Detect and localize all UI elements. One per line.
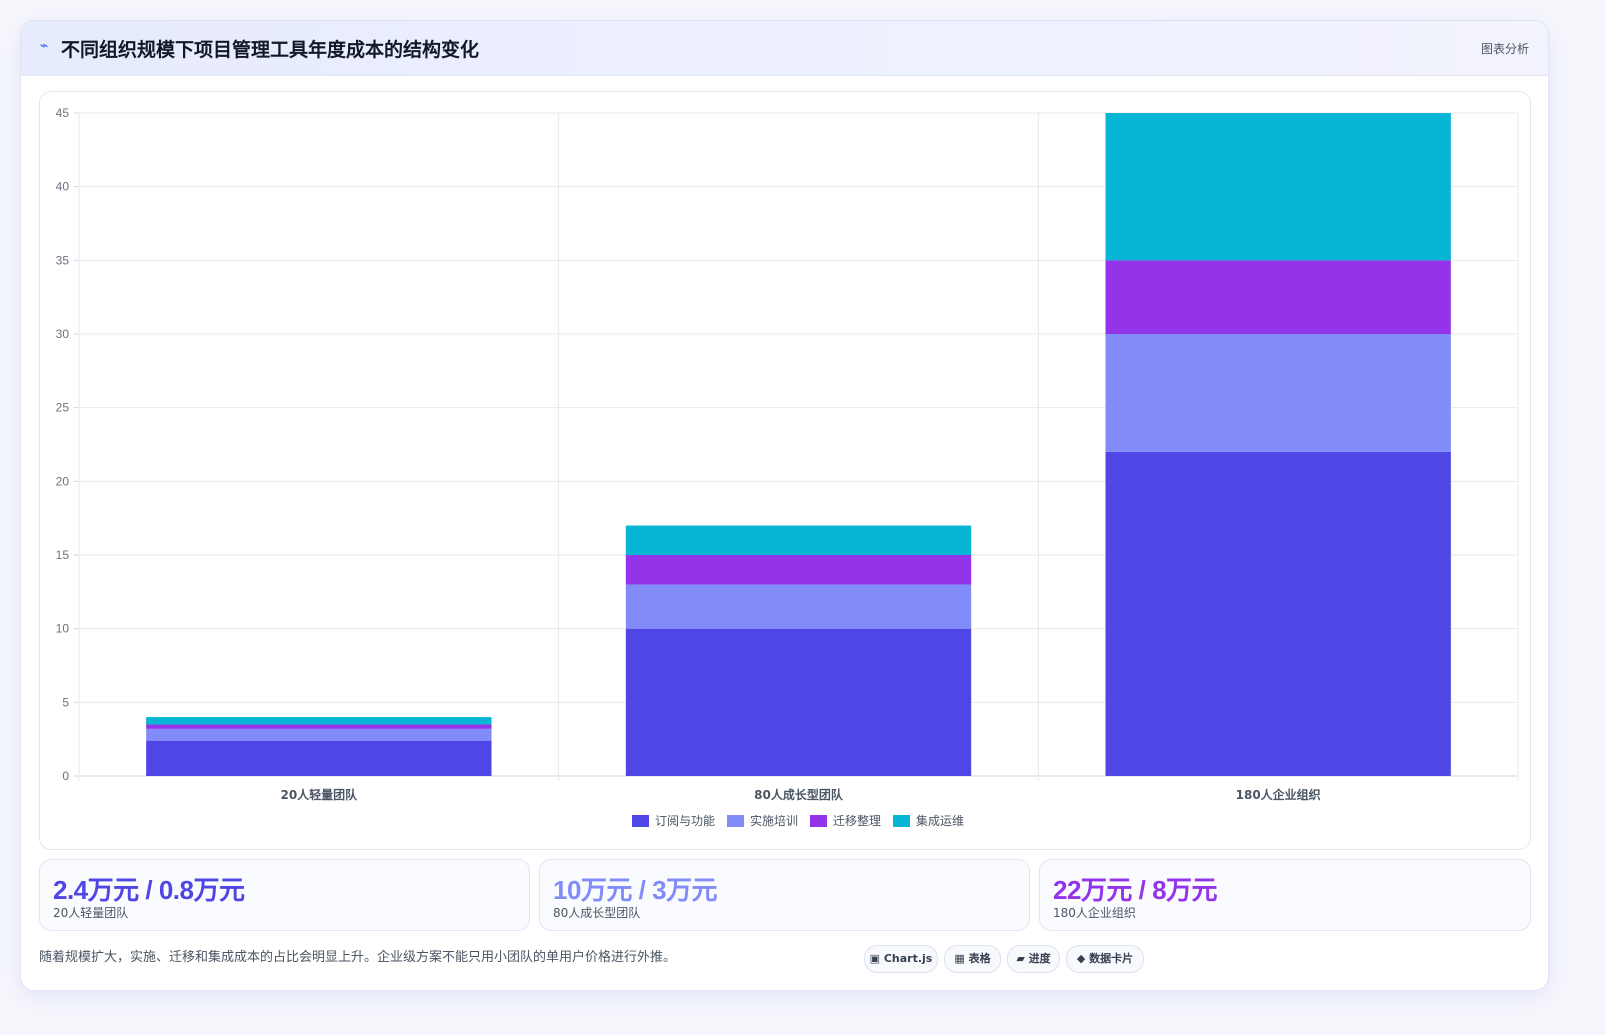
page-title: 不同组织规模下项目管理工具年度成本的结构变化 xyxy=(61,39,480,61)
y-tick-label: 40 xyxy=(56,180,70,194)
y-tick-label: 30 xyxy=(56,327,70,341)
trend-icon: ⌁ xyxy=(40,38,49,54)
legend-swatch xyxy=(727,815,744,827)
stat-card-enterprise: 22万元 / 8万元 180人企业组织 xyxy=(1039,859,1531,931)
stacked-bar-chart: 0 5 10 15 20 25 30 35 40 45 20人轻量团队 80人成长型团队 180人企业组… xyxy=(56,106,1519,828)
y-tick-label: 45 xyxy=(56,106,70,120)
stat-value: 2.4万元 / 0.8万元 xyxy=(53,875,245,905)
x-tick-label: 20人轻量团队 xyxy=(280,787,358,802)
legend-swatch xyxy=(810,815,827,827)
y-tick-label: 10 xyxy=(56,622,70,636)
bar-segment xyxy=(146,740,492,776)
y-tick-label: 20 xyxy=(56,474,70,488)
stat-card-small-team: 2.4万元 / 0.8万元 20人轻量团队 xyxy=(39,859,530,931)
stat-value: 10万元 / 3万元 xyxy=(553,875,718,905)
chart-analysis-link[interactable]: 图表分析 xyxy=(1480,42,1529,56)
legend-label: 集成运维 xyxy=(916,813,964,828)
stat-label: 20人轻量团队 xyxy=(53,906,129,920)
bar-segment xyxy=(625,584,972,629)
stat-label: 80人成长型团队 xyxy=(553,906,641,920)
stat-label: 180人企业组织 xyxy=(1053,906,1136,920)
chip-chartjs[interactable]: ▣ Chart.js xyxy=(864,945,938,973)
bar-segment xyxy=(146,728,492,741)
bar-segment xyxy=(625,628,972,776)
stat-card-growth-team: 10万元 / 3万元 80人成长型团队 xyxy=(539,859,1030,931)
bar-segment xyxy=(1105,260,1451,334)
chip-table[interactable]: ▦ 表格 xyxy=(944,945,1001,973)
x-tick-label: 80人成长型团队 xyxy=(754,787,844,802)
chart-card: ⌁ 不同组织规模下项目管理工具年度成本的结构变化 图表分析 0 5 10 15 20 25… xyxy=(20,20,1549,991)
bar-segment xyxy=(1105,334,1451,452)
chip-progress[interactable]: ▰ 进度 xyxy=(1007,945,1060,973)
y-tick-label: 25 xyxy=(56,401,70,415)
y-tick-label: 35 xyxy=(56,253,70,267)
legend-swatch xyxy=(893,815,910,827)
chart-footnote: 随着规模扩大，实施、迁移和集成成本的占比会明显上升。企业级方案不能只用小团队的单… xyxy=(39,950,677,965)
y-tick-label: 15 xyxy=(56,548,70,562)
stat-value: 22万元 / 8万元 xyxy=(1053,875,1218,905)
legend-label: 迁移整理 xyxy=(833,813,881,828)
y-tick-label: 0 xyxy=(62,769,69,783)
y-tick-label: 5 xyxy=(62,695,69,709)
legend-swatch xyxy=(632,815,649,827)
legend-label: 订阅与功能 xyxy=(655,814,715,828)
bar-segment xyxy=(625,525,972,555)
bar-segment xyxy=(1105,113,1451,261)
bar-segment xyxy=(1105,451,1451,776)
legend-label: 实施培训 xyxy=(750,813,798,828)
x-tick-label: 180人企业组织 xyxy=(1236,787,1321,802)
bar-segment xyxy=(146,717,492,725)
card-header: ⌁ 不同组织规模下项目管理工具年度成本的结构变化 图表分析 xyxy=(21,21,1548,76)
chart-area: 0 5 10 15 20 25 30 35 40 45 20人轻量团队 80人成长型团队 180人企业组… xyxy=(39,91,1531,850)
bar-segment xyxy=(146,724,492,729)
bar-segment xyxy=(625,555,972,585)
chip-data-card[interactable]: ◆ 数据卡片 xyxy=(1066,945,1144,973)
